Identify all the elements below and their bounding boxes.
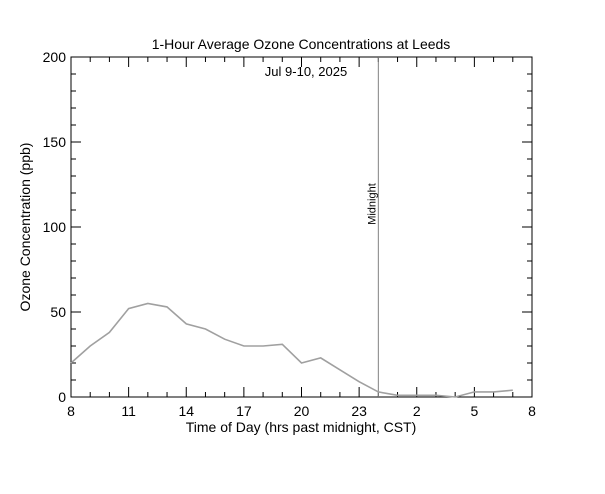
data-point xyxy=(185,323,187,325)
y-tick-label: 50 xyxy=(50,304,66,320)
data-point xyxy=(339,369,341,371)
y-axis-label: Ozone Concentration (ppb) xyxy=(17,143,33,312)
data-point xyxy=(320,357,322,359)
chart-subtitle: Jul 9-10, 2025 xyxy=(265,64,347,79)
x-tick-label: 8 xyxy=(67,403,75,419)
y-tick-label: 0 xyxy=(58,389,66,405)
plot-area: Midnight xyxy=(70,56,533,399)
data-point xyxy=(224,338,226,340)
chart-title: 1-Hour Average Ozone Concentrations at L… xyxy=(152,36,451,52)
data-point xyxy=(89,345,91,347)
midnight-label: Midnight xyxy=(366,183,378,225)
data-points xyxy=(70,303,514,399)
data-point xyxy=(435,394,437,396)
x-tick-labels: 8 11 14 17 20 23 2 5 8 xyxy=(67,403,536,419)
data-point xyxy=(108,331,110,333)
data-point xyxy=(128,308,130,310)
data-point xyxy=(397,394,399,396)
data-point xyxy=(358,381,360,383)
x-tick-label: 14 xyxy=(178,403,194,419)
y-tick-label: 200 xyxy=(43,49,67,65)
data-point xyxy=(416,394,418,396)
y-tick-label: 150 xyxy=(43,134,67,150)
ozone-series-line xyxy=(70,302,513,398)
data-point xyxy=(166,306,168,308)
data-point xyxy=(262,345,264,347)
data-point xyxy=(281,343,283,345)
data-point xyxy=(512,389,514,391)
x-tick-label: 2 xyxy=(413,403,421,419)
x-axis-label: Time of Day (hrs past midnight, CST) xyxy=(186,419,417,435)
plot-frame xyxy=(70,56,533,398)
data-point xyxy=(243,345,245,347)
x-tick-label: 5 xyxy=(470,403,478,419)
data-point xyxy=(147,303,149,305)
x-tick-label: 17 xyxy=(236,403,252,419)
data-point xyxy=(454,396,456,398)
data-point xyxy=(204,328,206,330)
y-tick-labels: 0 50 100 150 200 xyxy=(43,49,67,405)
data-point xyxy=(493,391,495,393)
data-point xyxy=(70,362,72,364)
x-tick-label: 8 xyxy=(528,403,536,419)
x-tick-label: 23 xyxy=(351,403,367,419)
data-point xyxy=(377,391,379,393)
data-point xyxy=(473,391,475,393)
tick-marks xyxy=(70,56,533,398)
x-tick-label: 20 xyxy=(294,403,310,419)
data-point xyxy=(301,362,303,364)
y-tick-label: 100 xyxy=(43,219,67,235)
x-tick-label: 11 xyxy=(121,403,136,419)
